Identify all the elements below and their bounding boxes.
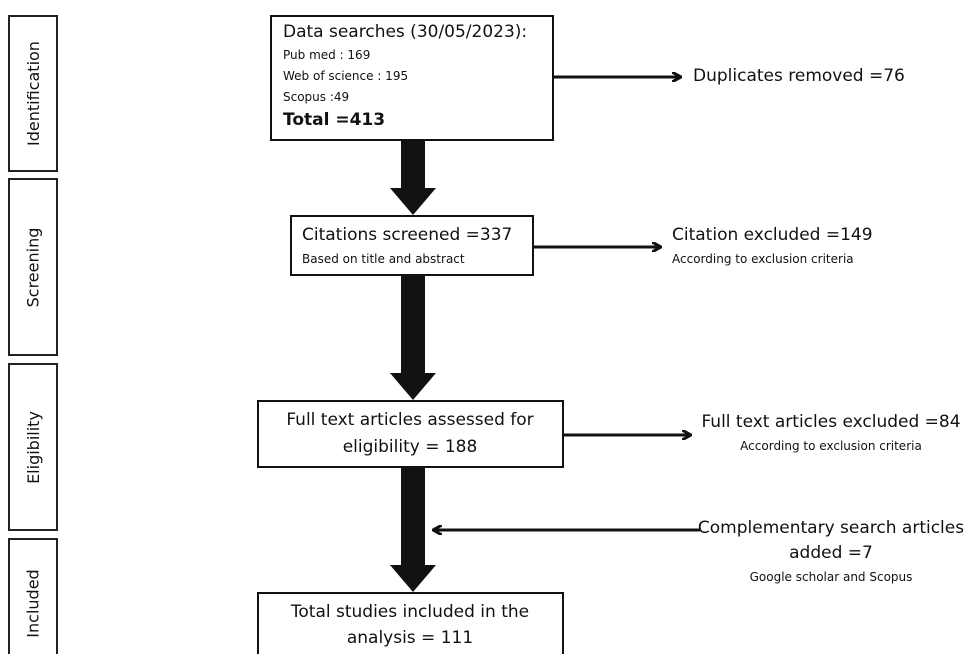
box	[257, 592, 564, 654]
side-note: added =7	[789, 543, 873, 563]
box-title: Data searches (30/05/2023):	[283, 22, 528, 42]
box-line: Pub med : 169	[283, 48, 371, 62]
side-note: Full text articles excluded =84	[701, 412, 961, 432]
box-line: analysis = 111	[346, 628, 474, 648]
side-note: Citation excluded =149	[672, 225, 873, 245]
box-line: Scopus :49	[283, 90, 350, 104]
box	[270, 15, 554, 141]
box-note: Based on title and abstract	[302, 252, 465, 266]
side-note: Complementary search articles	[697, 518, 965, 538]
stage: Screening	[8, 178, 58, 356]
stage: Identification	[8, 15, 58, 172]
side-note-detail: Google scholar and Scopus	[749, 570, 913, 584]
side-note: Duplicates removed =76	[693, 66, 905, 86]
box-title: Citations screened =337	[302, 225, 513, 245]
stage-label: Identification	[23, 41, 43, 146]
box-line: Full text articles assessed for	[286, 410, 534, 430]
stage: Eligibility	[8, 363, 58, 531]
side-note-detail: According to exclusion criteria	[740, 439, 922, 453]
box	[257, 400, 564, 468]
box-line: eligibility = 188	[342, 437, 478, 457]
box-total: Total =413	[283, 110, 386, 130]
stage-label: Included	[23, 568, 43, 638]
side-note-detail: According to exclusion criteria	[672, 252, 854, 266]
stage: Included	[8, 538, 58, 654]
thick-arrow	[390, 140, 436, 592]
side-arrow	[434, 77, 700, 530]
stage-label: Screening	[23, 227, 43, 307]
box-line: Web of science : 195	[283, 69, 409, 83]
stage-label: Eligibility	[23, 410, 43, 484]
box-line: Total studies included in the	[290, 602, 530, 622]
box	[290, 215, 534, 276]
